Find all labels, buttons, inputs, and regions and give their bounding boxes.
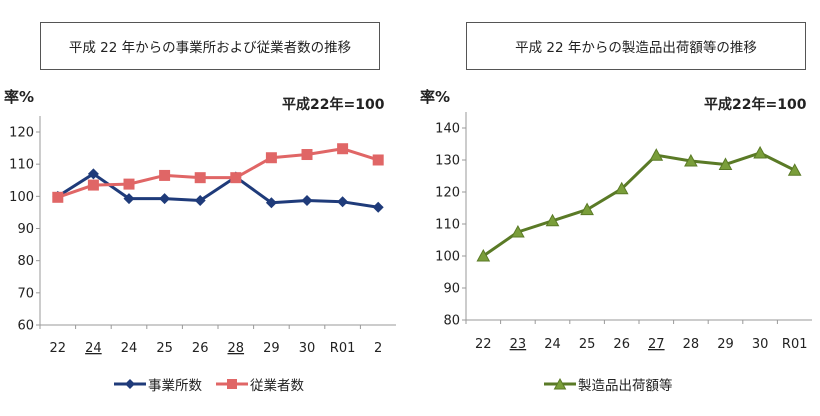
legend-item-establishments: 事業所数 [112,374,202,394]
data-point [52,191,64,203]
legend-marker-square-icon [216,379,248,389]
chart-title-text: 平成 22 年からの事業所および従業者数の推移 [68,40,352,56]
x-tick-label: 30 [299,341,316,356]
line-chart-establishments: 60 70 80 90 100 110 120 22 24 24 25 26 28 29 30 R01 2 [9,116,396,356]
x-tick-label: R01 [782,337,808,352]
legend-label: 従業者数 [250,378,304,394]
x-tick-label: 29 [717,337,734,352]
x-tick-label: 25 [579,337,596,352]
x-tick-label: 22 [50,341,67,356]
data-point [787,163,802,176]
legend: 事業所数 従業者数 [112,374,316,394]
series-line [56,172,379,209]
legend-marker-diamond-icon [114,379,146,389]
data-point [545,213,560,227]
y-tick-label: 60 [17,319,34,334]
chart-title: 平成 22 年からの事業所および従業者数の推移 [40,22,380,70]
x-tick-label: 29 [263,341,280,356]
x-tick-label: 30 [752,337,769,352]
y-tick-label: 120 [435,186,460,201]
data-point [265,197,277,209]
data-point [511,224,525,238]
data-point [230,172,242,184]
data-point [718,157,733,170]
data-point [753,145,767,159]
data-point [159,193,171,205]
legend-marker-triangle-icon [544,377,576,390]
y-tick-label: 80 [443,314,460,329]
x-tick-label: 26 [192,341,209,356]
data-point [580,202,594,216]
data-point [614,181,629,195]
line-chart-shipments: 80 90 100 110 120 130 140 22 23 24 25 26 27 28 29 30 R01 [435,112,812,352]
series-line [57,147,379,199]
data-point [87,179,99,191]
chart-title-text: 平成 22 年からの製造品出荷額等の推移 [515,40,757,56]
y-tick-label: 110 [435,218,460,233]
data-point [194,195,206,207]
data-point [159,169,171,181]
x-tick-label: 22 [475,337,492,352]
y-tick-label: 90 [17,222,34,237]
y-tick-label: 110 [9,158,34,173]
x-tick-label: 28 [683,337,700,352]
data-point [123,193,135,205]
legend: 製造品出荷額等 [542,374,685,394]
data-point [649,148,664,161]
series-line [482,151,796,258]
data-point [476,248,491,262]
chart-title: 平成 22 年からの製造品出荷額等の推移 [466,22,806,70]
data-point [337,196,349,208]
data-point [194,172,206,184]
data-point [337,143,349,155]
y-tick-label: 70 [17,286,34,301]
x-tick-label: 24 [544,337,561,352]
chart-panel-shipments: 平成 22 年からの製造品出荷額等の推移 率% 平成22年=100 80 90 10… [410,0,820,416]
legend-item-shipments: 製造品出荷額等 [542,374,673,394]
base-year-note: 平成22年=100 [704,97,807,113]
data-point [123,178,135,190]
legend-item-employees: 従業者数 [214,374,304,394]
x-tick-label: 2 [374,341,382,356]
x-tick-label: 26 [613,337,630,352]
y-tick-label: 120 [9,126,34,141]
x-tick-label: 25 [156,341,173,356]
y-tick-label: 100 [9,190,34,205]
y-axis-label: 率% [420,88,451,106]
y-axis-label: 率% [4,88,35,106]
base-year-note: 平成22年=100 [282,97,385,113]
data-point [301,149,313,161]
data-point [301,195,313,207]
y-tick-label: 100 [435,250,460,265]
x-tick-label: 24 [121,341,138,356]
data-point [372,154,384,166]
x-tick-label: 23 [510,337,527,352]
y-tick-label: 90 [443,282,460,297]
data-point [372,201,384,213]
data-point [684,153,698,167]
x-tick-label: R01 [330,341,356,356]
y-tick-label: 80 [17,254,34,269]
legend-label: 製造品出荷額等 [578,378,673,394]
y-tick-label: 130 [435,154,460,169]
y-tick-label: 140 [435,122,460,137]
legend-label: 事業所数 [148,378,202,394]
data-point [265,152,277,164]
x-tick-label: 27 [648,337,665,352]
data-point [87,168,99,180]
chart-panel-establishments: 平成 22 年からの事業所および従業者数の推移 率% 平成22年=100 60 7… [4,22,396,394]
x-tick-label: 24 [85,341,102,356]
x-tick-label: 28 [228,341,245,356]
